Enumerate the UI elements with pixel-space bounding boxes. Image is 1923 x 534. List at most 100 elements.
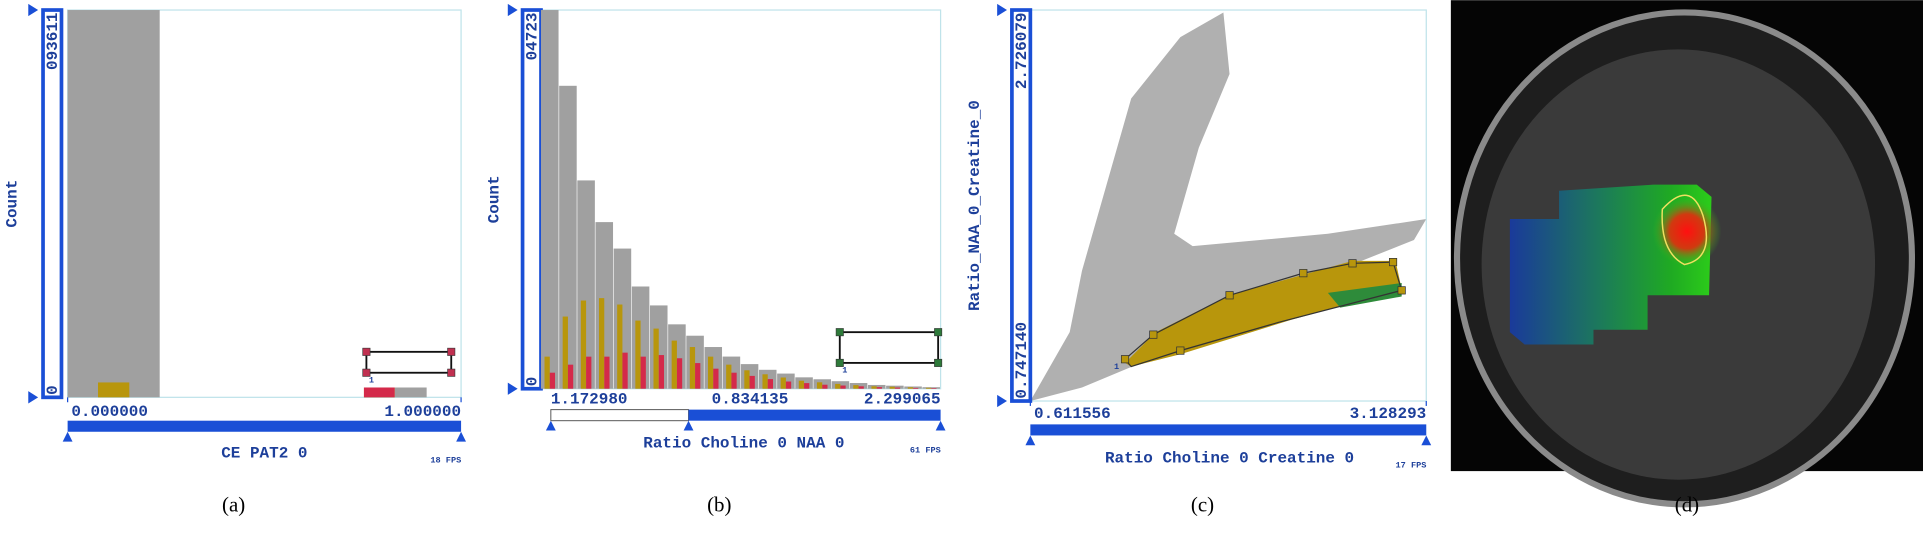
bar-subset (762, 374, 768, 389)
bar-subset (653, 328, 659, 389)
x-axis-label: Ratio Choline 0 NAA 0 (643, 435, 844, 453)
y-tick-label: 0 (524, 377, 542, 387)
bar-subset (767, 379, 774, 389)
contour (1661, 194, 1708, 266)
slider-handle (683, 420, 694, 431)
x-slider (1030, 424, 1427, 436)
caption: (d) (1675, 493, 1699, 517)
selection-index: 1 (842, 366, 847, 376)
bar-subset (913, 387, 919, 389)
bar-subset (780, 377, 786, 389)
fps-label: 61 FPS (910, 446, 941, 456)
bar-subset (598, 298, 605, 389)
bar-subset (689, 347, 696, 389)
bar-subset (804, 383, 810, 389)
y-tick-label: 2.726079 (1013, 12, 1031, 89)
bar-subset (640, 356, 646, 389)
x-range-label: 0.834135 (712, 390, 789, 408)
selection-corner (835, 328, 844, 337)
x-slider (67, 420, 462, 432)
bar-subset (876, 387, 882, 389)
selection-corner (447, 347, 456, 356)
color-swatch (363, 387, 395, 398)
x-range-label: 2.299065 (864, 390, 941, 408)
bar-subset (785, 381, 792, 389)
bar-subset (907, 387, 914, 389)
y-range-bar (41, 8, 64, 400)
y-handle (507, 3, 518, 17)
selection-corner (362, 368, 371, 377)
selection-box (838, 331, 940, 364)
bar-subset (567, 364, 574, 389)
caption: (a) (222, 493, 245, 517)
scatter-cloud-green (1327, 282, 1402, 308)
bar-subset (98, 382, 130, 398)
scatter-cloud (1030, 12, 1427, 402)
bar-subset (816, 382, 823, 389)
selection-handles (1120, 258, 1406, 364)
bar-total (559, 85, 577, 389)
bar-subset (622, 352, 628, 389)
color-swatch (394, 387, 427, 398)
x-tick-label: 0.000000 (71, 403, 148, 421)
bar-subset (544, 356, 550, 389)
fps-label: 17 FPS (1396, 460, 1427, 470)
bar-subset (549, 372, 556, 389)
bar-subset (676, 358, 683, 389)
bar-subset (853, 385, 859, 389)
y-axis-label: Count (485, 175, 503, 223)
x-tick-label: 0.611556 (1034, 405, 1111, 423)
bar-subset (580, 300, 587, 389)
bar-subset (925, 387, 932, 389)
bar-subset (586, 356, 592, 389)
selection-box (365, 350, 453, 374)
bar-subset (695, 363, 701, 389)
y-handle (28, 3, 39, 17)
y-tick-label: 04723 (524, 12, 542, 60)
x-axis-label: CE PAT2 0 (221, 445, 307, 463)
bar-subset (871, 386, 877, 389)
caption: (c) (1191, 493, 1214, 517)
slider-handle (456, 431, 466, 442)
y-range-bar (520, 8, 543, 391)
x-slider (688, 409, 941, 421)
y-axis-label: Ratio_NAA_0_Creatine_0 (966, 100, 984, 311)
y-handle (28, 391, 39, 404)
slider-handle (935, 420, 946, 431)
x-range-label: 1.172980 (551, 390, 628, 408)
y-axis-label: Count (4, 180, 22, 228)
y-tick-label: 0 (44, 385, 62, 395)
bar-subset (617, 304, 623, 389)
bar-subset (731, 372, 737, 389)
slider-handle (1025, 435, 1036, 446)
y-tick-label: 0.747140 (1013, 322, 1031, 399)
x-slider-track (550, 409, 690, 422)
bar-subset (562, 316, 568, 389)
bar-subset (749, 375, 755, 389)
bar-subset (822, 384, 828, 389)
bar-subset (894, 387, 901, 389)
bar-subset (889, 386, 895, 389)
selection-corner (934, 358, 943, 367)
x-tick-label: 3.128293 (1350, 405, 1427, 423)
y-handle (997, 3, 1007, 17)
bar-subset (713, 368, 719, 389)
bar-subset (931, 388, 937, 389)
bar-subset (858, 386, 864, 389)
selection-corner (447, 368, 456, 377)
bar-total (67, 10, 160, 398)
bar-subset (635, 320, 641, 389)
bar-subset (798, 380, 805, 389)
bar-total (867, 384, 886, 389)
bar-subset (658, 355, 665, 389)
y-handle (997, 394, 1007, 408)
bar-subset (744, 370, 750, 389)
y-tick-label: 093611 (44, 12, 62, 70)
selection-corner (835, 358, 844, 367)
bar-subset (707, 356, 714, 389)
bar-subset (835, 383, 841, 389)
selection-corner (934, 328, 943, 337)
bar-subset (604, 356, 610, 389)
